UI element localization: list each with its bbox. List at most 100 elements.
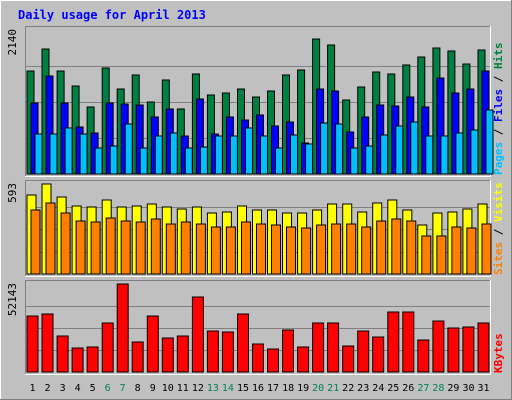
x-axis-labels: 1 2 3 4 5 6 7 8 9 10 11 12 13 14 15 16 17 18 19 20 21 22 23 24 2…	[29, 383, 489, 394]
x-tick-label: 12	[192, 383, 204, 394]
bar-pages-day-20	[320, 122, 329, 175]
bar-pages-day-4	[79, 133, 88, 175]
bar-sites-day-7	[120, 220, 131, 275]
bar-kbytes-day-19	[297, 346, 310, 373]
x-tick-label: 2	[44, 383, 50, 394]
legend-sites: Sites	[492, 242, 505, 275]
x-tick-label: 9	[150, 383, 156, 394]
bar-kbytes-day-24	[372, 336, 385, 373]
bar-pages-day-8	[139, 147, 148, 175]
bar-pages-day-11	[184, 147, 193, 175]
x-tick-label: 16	[252, 383, 264, 394]
x-tick-label: 11	[177, 383, 189, 394]
bar-pages-day-27	[425, 135, 434, 175]
bar-sites-day-22	[346, 223, 357, 275]
bar-pages-day-15	[245, 127, 253, 175]
bar-kbytes-day-29	[447, 327, 460, 373]
x-tick-label: 22	[342, 383, 354, 394]
series-pages	[34, 109, 494, 175]
bar-sites-day-16	[256, 223, 266, 275]
bar-sites-day-12	[195, 223, 206, 275]
bar-sites-day-18	[286, 226, 296, 275]
x-tick-label: 8	[135, 383, 141, 394]
x-tick-label: 21	[327, 383, 339, 394]
bar-kbytes-day-1	[26, 315, 39, 373]
bar-sites-day-19	[301, 227, 312, 275]
panel-hits-legend: Pages / Files / Hits	[492, 43, 505, 176]
panel-kbytes-legend: KBytes	[492, 333, 505, 373]
bar-sites-day-29	[451, 226, 462, 275]
x-tick-label: 6	[105, 383, 111, 394]
bar-pages-day-9	[154, 135, 163, 175]
bar-kbytes-day-11	[176, 335, 189, 373]
bar-sites-day-3	[60, 212, 71, 275]
bar-pages-day-31	[485, 109, 494, 175]
bar-sites-day-26	[406, 220, 417, 275]
bar-sites-day-15	[241, 221, 251, 275]
x-tick-label: 19	[297, 383, 309, 394]
bar-kbytes-day-4	[71, 347, 84, 373]
bar-kbytes-day-25	[387, 311, 400, 373]
bar-sites-day-17	[271, 224, 281, 275]
x-tick-label: 13	[207, 383, 219, 394]
bar-kbytes-day-18	[282, 329, 294, 373]
bar-pages-day-3	[64, 127, 73, 175]
bar-pages-day-14	[229, 135, 238, 175]
bar-kbytes-day-20	[312, 322, 325, 373]
bar-pages-day-7	[124, 123, 133, 175]
bar-pages-day-12	[199, 146, 208, 175]
bar-sites-day-31	[481, 223, 492, 275]
x-tick-label: 23	[357, 383, 369, 394]
bar-kbytes-day-7	[116, 283, 129, 373]
bar-kbytes-day-12	[191, 296, 204, 373]
bar-pages-day-30	[470, 129, 479, 175]
bar-kbytes-day-17	[267, 348, 279, 373]
panel-kbytes: 52143 KBytes	[6, 280, 505, 375]
bar-kbytes-day-3	[56, 335, 69, 373]
panel-hits-max-label: 2140	[6, 29, 19, 56]
x-tick-label: 15	[237, 383, 249, 394]
x-tick-label: 24	[372, 383, 384, 394]
bar-pages-day-19	[305, 143, 314, 175]
bar-sites-day-27	[421, 235, 432, 275]
bar-sites-day-2	[45, 202, 56, 275]
bar-pages-day-13	[214, 135, 223, 175]
bar-pages-day-28	[440, 135, 449, 175]
panel-visits: 593 Sites / Visits	[6, 180, 505, 277]
panel-visits-max-label: 593	[6, 183, 19, 203]
bar-sites-day-5	[90, 221, 101, 275]
x-tick-label: 1	[29, 383, 35, 394]
panel-kbytes-max-label: 52143	[6, 283, 19, 316]
bar-sites-day-10	[165, 223, 176, 275]
bar-kbytes-day-13	[206, 330, 219, 373]
x-tick-label: 20	[312, 383, 324, 394]
legend-kbytes: KBytes	[492, 333, 505, 373]
bar-pages-day-26	[410, 121, 419, 175]
panel-hits: 2140 Pages / Files / Hits	[6, 26, 505, 177]
bar-pages-day-18	[290, 134, 298, 175]
series-kbytes	[26, 283, 490, 373]
x-tick-label: 26	[402, 383, 414, 394]
bar-kbytes-day-8	[131, 341, 144, 373]
bar-sites-day-24	[376, 220, 387, 275]
bar-sites-day-21	[331, 223, 342, 275]
bar-kbytes-day-9	[146, 315, 159, 373]
bar-pages-day-10	[169, 132, 178, 175]
bar-kbytes-day-14	[221, 331, 234, 373]
bar-kbytes-day-31	[477, 322, 490, 373]
bar-sites-day-28	[436, 235, 447, 275]
x-tick-label: 18	[282, 383, 294, 394]
bar-pages-day-21	[335, 123, 344, 175]
bar-kbytes-day-10	[161, 337, 174, 373]
bar-kbytes-day-5	[86, 346, 99, 373]
panels-layer: 2140 Pages / Files / Hits 593 Sites / Visit…	[6, 26, 505, 375]
bar-pages-day-22	[350, 147, 359, 175]
bar-kbytes-day-26	[402, 311, 415, 373]
bar-sites-day-11	[180, 221, 191, 275]
x-tick-label: 30	[462, 383, 474, 394]
series-sites	[30, 202, 492, 275]
legend-files: Files	[492, 89, 505, 122]
bar-kbytes-day-15	[237, 313, 249, 373]
bar-pages-day-23	[365, 145, 374, 175]
